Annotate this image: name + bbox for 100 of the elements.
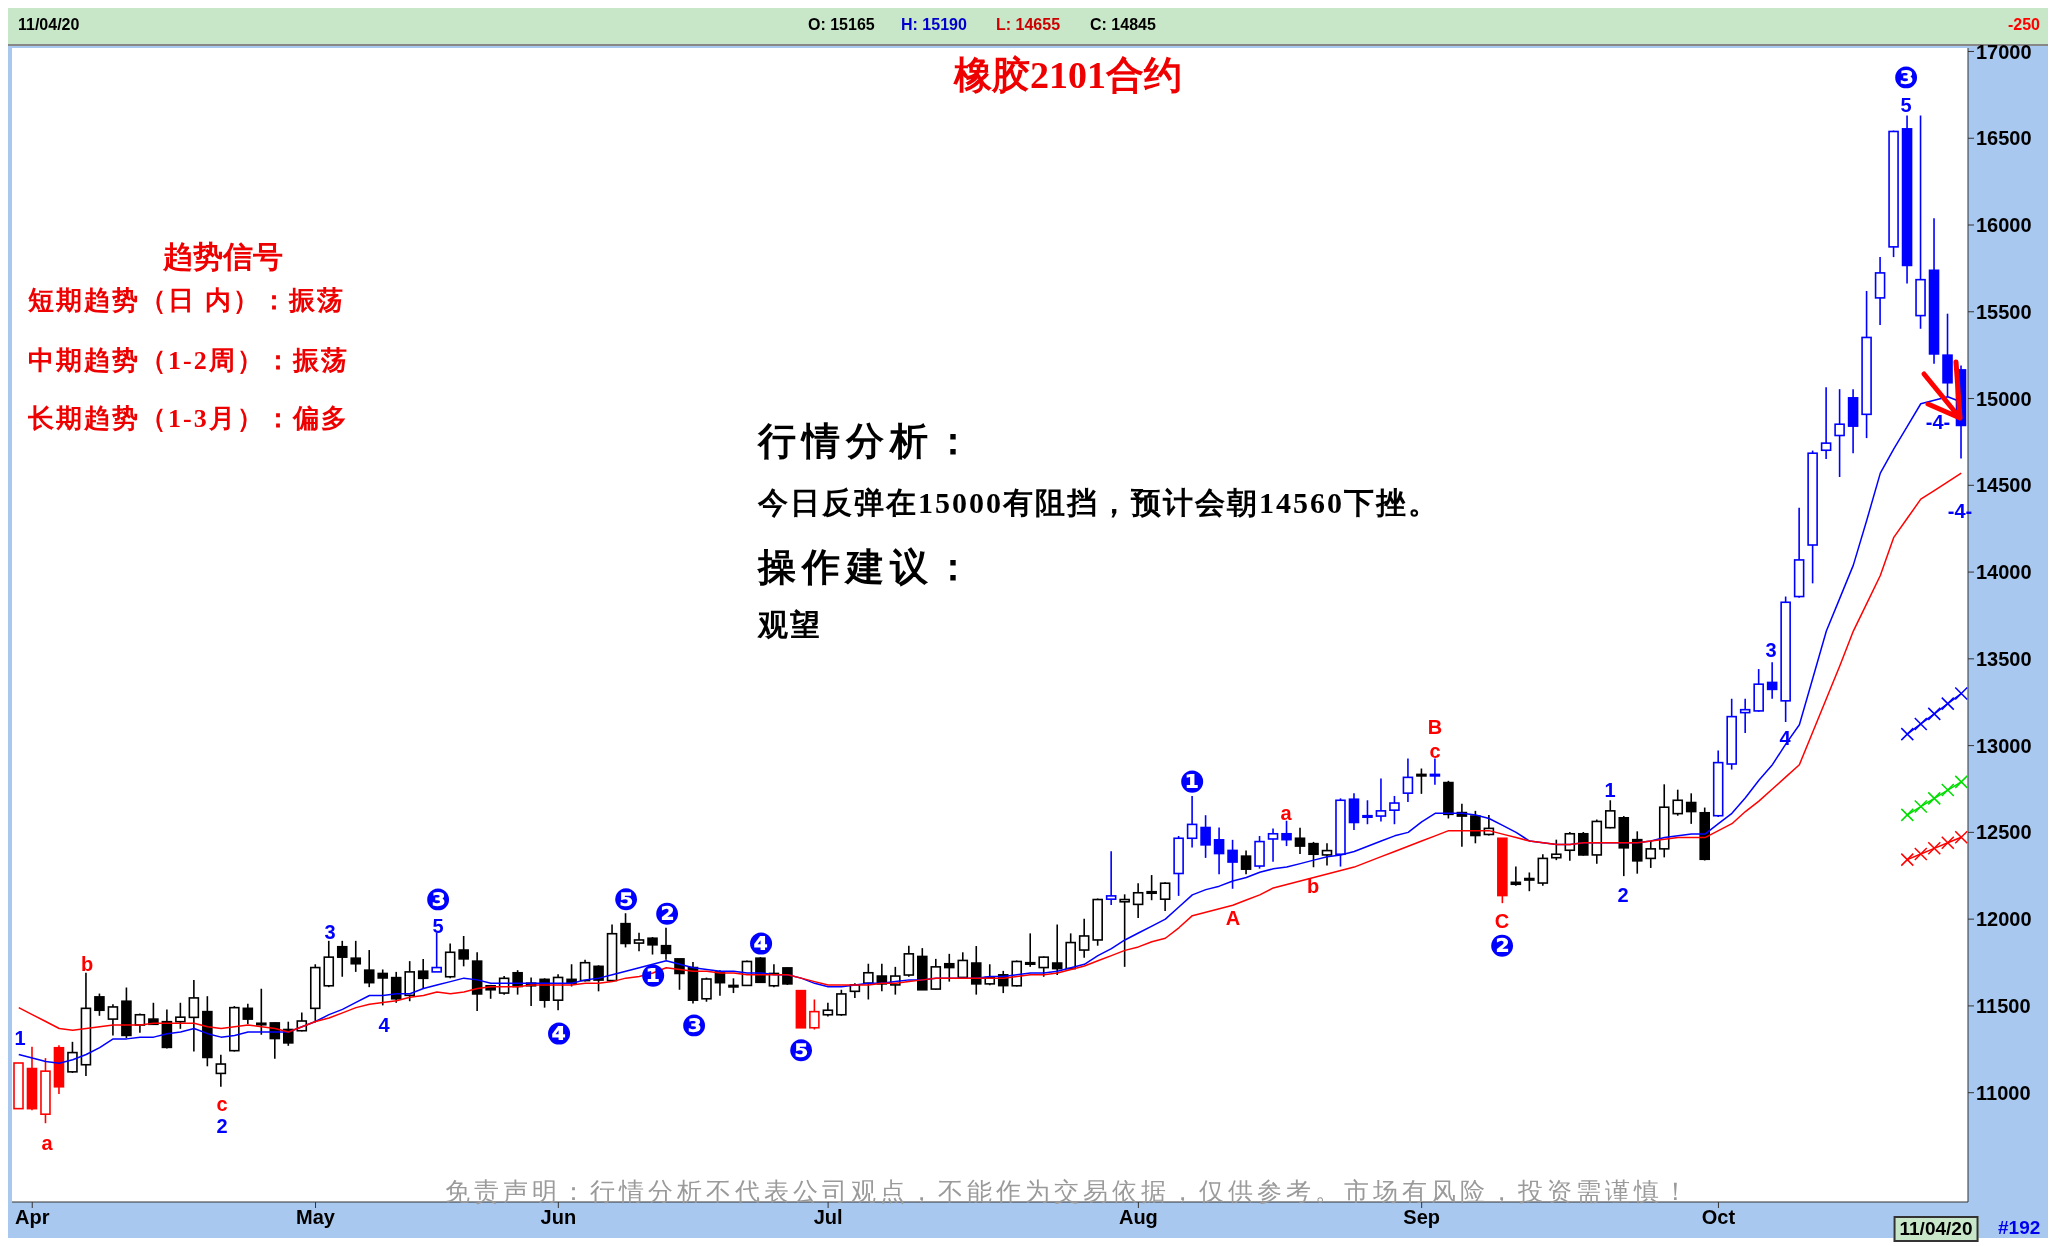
candlestick [1038, 955, 1050, 978]
candlestick [1213, 826, 1225, 875]
point [1941, 783, 1955, 797]
candlestick [336, 940, 348, 978]
annotation: 4 [1779, 726, 1791, 750]
candlestick [1200, 814, 1211, 859]
annotation: 1 [1604, 778, 1616, 802]
annotation: ❸ [1893, 59, 1919, 96]
candlestick [1524, 871, 1535, 892]
candlestick [363, 949, 375, 988]
y-tick-label: 15500 [1976, 300, 2032, 323]
annotation: c [216, 1092, 228, 1116]
point [1927, 707, 1942, 721]
chart-title: 橡胶2101合约 [954, 53, 1182, 98]
annotation: ❹ [748, 925, 774, 962]
annotation: 操作建议： [758, 546, 978, 590]
annotation: 观望 [758, 608, 822, 643]
x-tick-label: Oct [1701, 1206, 1736, 1229]
candlestick [431, 931, 442, 973]
annotation: 5 [1900, 93, 1912, 117]
annotation: a [1280, 801, 1292, 825]
candlestick [943, 953, 955, 983]
y-tick-label: 13500 [1976, 647, 2032, 670]
y-tick-label: 12000 [1976, 908, 2032, 931]
candlestick [1267, 827, 1279, 863]
point [1900, 808, 1915, 822]
candlestick [188, 979, 200, 1053]
candlestick [1281, 819, 1292, 847]
y-tick-label: 11500 [1976, 995, 2031, 1018]
x-tick-label: Aug [1118, 1206, 1158, 1229]
point [1954, 775, 1969, 789]
annotation: 3 [1765, 638, 1777, 662]
candlestick [836, 988, 847, 1017]
candlestick [1429, 757, 1441, 786]
point [1900, 727, 1915, 741]
candlestick [1834, 388, 1845, 478]
candlestick [970, 945, 982, 996]
y-tick-label: 13000 [1976, 734, 2032, 757]
candlestick [660, 927, 672, 961]
candlestick [633, 931, 645, 953]
candlestick [809, 998, 820, 1031]
annotation: ❹ [546, 1015, 572, 1052]
y-tick-label: 15000 [1976, 387, 2032, 410]
annotation: ❷ [654, 895, 680, 932]
x-tick-label: Sep [1403, 1206, 1441, 1229]
annotation: -4- [1925, 410, 1951, 434]
point [1927, 791, 1942, 806]
candlestick [1685, 792, 1697, 825]
candlestick [1308, 841, 1319, 869]
candlestick [458, 935, 469, 968]
annotation: 2 [1617, 883, 1629, 907]
annotation: B [1427, 715, 1443, 739]
x-tick-label: May [296, 1206, 336, 1229]
candlestick [593, 964, 604, 993]
x-tick-label: Jul [813, 1206, 843, 1229]
annotation: 趋势信号 [163, 240, 283, 275]
candlestick [1294, 826, 1306, 855]
annotation: 行情分析： [758, 420, 978, 464]
candlestick [1402, 757, 1414, 803]
candlestick [1766, 661, 1778, 700]
annotation: 1 [14, 1026, 26, 1050]
text: 11/04/20 [1893, 1216, 1979, 1242]
candlestick [903, 944, 915, 978]
annotation: 4 [378, 1013, 390, 1037]
point [1914, 847, 1928, 861]
candlestick [1132, 882, 1144, 919]
y-tick-label: 14500 [1976, 474, 2032, 497]
annotation: 2 [216, 1114, 228, 1138]
point [1954, 830, 1969, 844]
candlestick [1375, 777, 1387, 823]
x-tick-label: Jun [540, 1206, 577, 1229]
candlestick [930, 958, 942, 991]
candlestick [1159, 881, 1171, 912]
candlestick [417, 958, 429, 990]
point [1941, 836, 1955, 850]
y-tick-label: 12500 [1976, 821, 2032, 844]
candlestick [377, 968, 389, 1007]
candlestick [1024, 932, 1036, 968]
candlestick [242, 1003, 254, 1025]
text: L: 14655 [996, 16, 1061, 35]
y-tick-label: 16000 [1976, 214, 2032, 237]
annotation: ❺ [788, 1032, 814, 1069]
annotation: c [1429, 739, 1441, 763]
x-tick-label: Apr [15, 1206, 50, 1229]
candlestick [1362, 799, 1373, 826]
candlestick [701, 976, 712, 1003]
annotation: b [80, 952, 94, 976]
annotation: 3 [324, 920, 336, 944]
candlestick [1227, 839, 1238, 890]
candlestick [1645, 840, 1657, 869]
annotation: 长期趋势（1-3月）：偏多 [28, 404, 349, 434]
candlestick [175, 1001, 186, 1030]
annotation: 中期趋势（1-2周）：振荡 [28, 346, 349, 376]
text: C: 14845 [1090, 16, 1156, 35]
candlestick [1348, 792, 1360, 831]
text: H: 15190 [901, 16, 967, 35]
annotation: ❺ [613, 881, 639, 918]
y-tick-label: 11000 [1976, 1081, 2031, 1104]
candlestick [1604, 799, 1616, 830]
candlestick [1820, 386, 1832, 460]
